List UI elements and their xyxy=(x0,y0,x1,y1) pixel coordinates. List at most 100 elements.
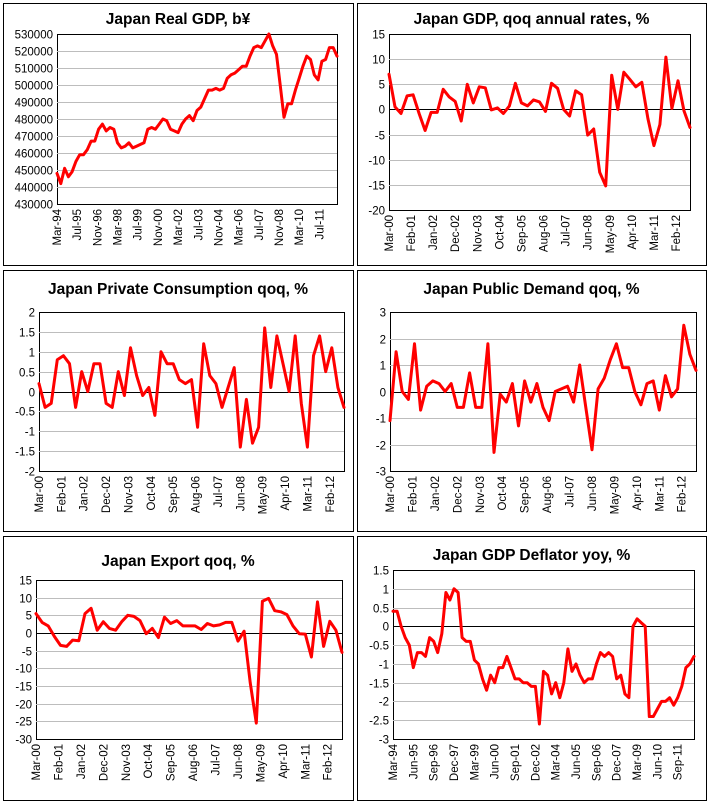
y-tick-label: 15 xyxy=(19,576,32,588)
x-tick-label: Jul-11 xyxy=(314,209,326,239)
x-tick-label: Sep-96 xyxy=(429,744,441,781)
export-chart: Japan Export qoq, % -30 -25 -20 -15 -10 -5 0 5 10… xyxy=(3,536,354,801)
y-tick-label: 480000 xyxy=(15,115,53,127)
x-tick-label: Feb-12 xyxy=(325,476,337,512)
x-tick-label: Mar-11 xyxy=(300,744,312,780)
x-tick-label: Jun-95 xyxy=(408,744,420,779)
y-tick-label: 0.5 xyxy=(373,604,389,616)
plot-area xyxy=(36,580,343,740)
plot-area xyxy=(389,34,691,211)
x-tick-label: Sep-01 xyxy=(510,744,522,781)
x-tick-label: Aug-06 xyxy=(191,476,203,513)
gdp-deflator-chart: Japan GDP Deflator yoy, % -3 -2.5 -2 -1.5 -1 -… xyxy=(357,536,707,801)
x-tick-label: Dec-07 xyxy=(612,744,624,781)
x-tick-label: Mar-09 xyxy=(632,744,644,780)
chart-title: Japan Real GDP, b¥ xyxy=(106,11,251,28)
series-line xyxy=(391,587,696,726)
y-tick-label: 15 xyxy=(372,30,385,42)
x-tick-label: Mar-11 xyxy=(649,215,661,251)
x-tick-label: Jul-03 xyxy=(193,209,205,240)
y-tick-label: -3 xyxy=(376,467,386,479)
x-tick-label: Mar-98 xyxy=(113,209,125,245)
y-tick-label: 0.5 xyxy=(19,368,35,380)
y-tick-label: -1.5 xyxy=(369,679,389,691)
x-tick-label: Jul-07 xyxy=(254,209,266,240)
x-tick-label: Jul-07 xyxy=(213,476,225,507)
x-tick-label: Nov-96 xyxy=(92,209,104,246)
y-tick-label: 0 xyxy=(26,629,32,641)
x-tick-label: Mar-06 xyxy=(234,209,246,245)
y-tick-label: 500000 xyxy=(15,81,53,93)
x-tick-label: Apr-10 xyxy=(632,476,644,511)
x-tick-label: Aug-06 xyxy=(542,476,554,513)
x-tick-label: Jun-05 xyxy=(571,744,583,779)
chart-title: Japan GDP, qoq annual rates, % xyxy=(414,11,650,28)
x-tick-label: Dec-02 xyxy=(98,744,110,781)
x-tick-label: Aug-06 xyxy=(539,215,551,252)
x-tick-label: Dec-97 xyxy=(449,744,461,781)
y-tick-label: -15 xyxy=(15,682,32,694)
x-tick-label: Jan-02 xyxy=(79,476,91,511)
x-tick-label: Dec-02 xyxy=(101,476,113,513)
x-tick-label: May-09 xyxy=(258,476,270,514)
x-tick-label: Nov-00 xyxy=(153,209,165,246)
x-tick-label: Jun-10 xyxy=(652,744,664,779)
x-tick-label: Jul-95 xyxy=(72,209,84,240)
x-tick-label: Jan-02 xyxy=(76,744,88,779)
x-tick-label: Sep-05 xyxy=(168,476,180,513)
x-tick-label: Sep-05 xyxy=(166,744,178,781)
x-tick-label: May-09 xyxy=(605,215,617,253)
x-tick-label: Feb-12 xyxy=(323,744,335,780)
y-tick-label: -0.5 xyxy=(15,407,35,419)
y-tick-label: 0 xyxy=(29,388,35,400)
y-tick-label: 0 xyxy=(383,622,389,634)
x-tick-label: Jun-08 xyxy=(587,476,599,511)
x-tick-label: Mar-94 xyxy=(388,743,400,780)
x-tick-label: Mar-00 xyxy=(31,744,43,780)
x-tick-label: Jul-99 xyxy=(133,209,145,240)
x-tick-label: Nov-08 xyxy=(274,209,286,246)
y-tick-label: 5 xyxy=(379,80,385,92)
x-tick-label: Sep-05 xyxy=(516,215,528,252)
x-tick-label: Feb-01 xyxy=(407,476,419,512)
series-line xyxy=(34,596,344,725)
x-tick-label: Nov-03 xyxy=(121,744,133,781)
x-tick-label: May-09 xyxy=(609,476,621,514)
x-tick-label: Sep-05 xyxy=(520,476,532,513)
y-tick-label: 1 xyxy=(29,348,35,360)
x-tick-label: Apr-10 xyxy=(278,744,290,779)
chart-title: Japan GDP Deflator yoy, % xyxy=(433,547,631,564)
y-tick-label: -20 xyxy=(15,700,32,712)
x-tick-label: May-09 xyxy=(255,744,267,782)
y-tick-label: -1 xyxy=(379,660,389,672)
x-tick-label: Mar-11 xyxy=(654,476,666,512)
y-tick-label: -2 xyxy=(379,697,389,709)
x-tick-label: Nov-03 xyxy=(475,476,487,513)
x-tick-label: Mar-04 xyxy=(551,743,563,780)
x-tick-label: Mar-11 xyxy=(302,476,314,512)
x-tick-label: Nov-03 xyxy=(123,476,135,513)
y-tick-label: -1 xyxy=(376,414,386,426)
chart-title: Japan Private Consumption qoq, % xyxy=(48,281,308,298)
x-tick-label: Nov-04 xyxy=(213,208,225,246)
y-tick-label: 1.5 xyxy=(19,328,35,340)
x-tick-label: Jul-07 xyxy=(565,476,577,507)
y-tick-label: -1.5 xyxy=(15,447,35,459)
y-tick-label: 440000 xyxy=(15,183,53,195)
x-tick-label: Jul-07 xyxy=(211,744,223,775)
y-tick-label: 1 xyxy=(380,361,386,373)
y-tick-label: 460000 xyxy=(15,149,53,161)
series-line xyxy=(388,323,698,454)
x-tick-label: Oct-04 xyxy=(143,743,155,778)
x-tick-label: Jan-02 xyxy=(430,476,442,511)
x-tick-label: Mar-94 xyxy=(52,208,64,245)
x-tick-label: Dec-02 xyxy=(530,744,542,781)
x-tick-label: Feb-01 xyxy=(53,744,65,780)
y-tick-label: 10 xyxy=(19,594,32,606)
y-tick-label: 530000 xyxy=(15,30,53,42)
x-tick-label: Feb-12 xyxy=(677,476,689,512)
chart-title: Japan Export qoq, % xyxy=(101,553,255,570)
y-tick-label: -2 xyxy=(25,467,35,479)
y-tick-label: 430000 xyxy=(15,200,53,212)
